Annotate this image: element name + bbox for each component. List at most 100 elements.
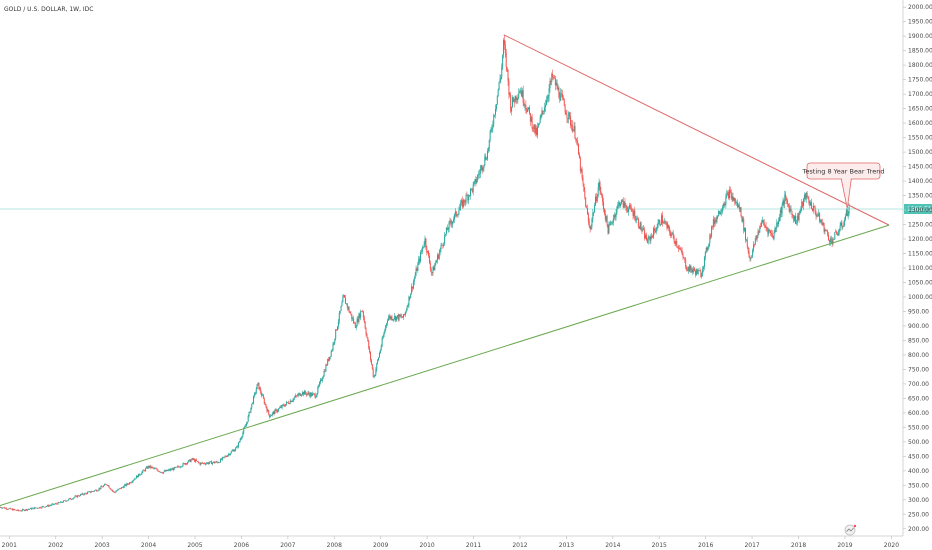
candle-body [5, 507, 7, 510]
candle-body [98, 488, 100, 491]
candle-body [578, 143, 580, 155]
candle-body [697, 270, 699, 274]
candle-body [86, 492, 88, 494]
candle-body [655, 229, 657, 233]
candle-body [53, 504, 55, 505]
chart-title: GOLD / U.S. DOLLAR, 1W, IDC [4, 6, 94, 13]
candle-body [790, 208, 792, 212]
candle-body [138, 473, 140, 476]
candle-body [279, 406, 281, 408]
candle-body [630, 207, 632, 211]
y-tick-label: 2000.00 [908, 4, 932, 11]
candle-body [417, 263, 419, 271]
candle-body [284, 405, 286, 407]
candle-body [58, 502, 60, 503]
candle-body [540, 114, 542, 118]
candle-body [665, 222, 667, 224]
candle-body [639, 222, 641, 229]
candle-body [591, 219, 593, 227]
y-tick-label: 950.00 [908, 308, 929, 315]
candle-body [22, 509, 24, 510]
candle-body [229, 453, 231, 455]
candle-body [573, 126, 575, 130]
candle-body [549, 81, 551, 89]
candle-body [277, 410, 279, 412]
tradingview-logo-icon [844, 524, 857, 536]
candle-body [341, 302, 343, 307]
candle-body [589, 227, 591, 230]
candle-body [636, 218, 638, 221]
candle-body [750, 257, 752, 260]
candle-body [402, 317, 404, 318]
candle-body [678, 248, 680, 250]
candle-body [703, 257, 705, 267]
candle-body [92, 491, 94, 492]
candle-body [595, 196, 597, 202]
candle-body [115, 491, 117, 493]
candle-body [82, 493, 84, 495]
y-tick-label: 900.00 [908, 323, 929, 330]
candle-body [253, 396, 255, 404]
candle-body [712, 219, 714, 228]
candle-body [298, 393, 300, 395]
candle-body [326, 365, 328, 366]
candle-body [708, 243, 710, 248]
candle-body [650, 235, 652, 241]
trendlines-layer [0, 34, 890, 507]
candle-body [475, 179, 477, 184]
candle-body [20, 510, 22, 512]
candle-body [454, 211, 456, 215]
candle-body [807, 197, 809, 200]
candle-body [336, 329, 338, 331]
candle-body [199, 463, 201, 465]
candle-body [53, 503, 55, 505]
candle-body [663, 221, 665, 224]
candle-body [506, 67, 508, 70]
candle-body [240, 438, 242, 440]
candle-body [532, 128, 534, 130]
price-axis: 200.00 250.00 300.00 350.00 400.00 450.00 500.… [903, 4, 932, 533]
candle-body [382, 337, 384, 339]
candle-body [73, 497, 75, 498]
candle-body [286, 401, 288, 405]
candle-body [244, 426, 246, 429]
candle-body [99, 488, 101, 489]
candle-body [486, 159, 488, 160]
x-tick-label: 2016 [698, 542, 713, 549]
candle-body [679, 248, 681, 251]
candle-body [461, 200, 463, 203]
candle-body [762, 220, 764, 223]
candle-body [131, 481, 133, 483]
candle-body [829, 238, 831, 243]
candle-body [36, 507, 38, 509]
candle-body [440, 244, 442, 250]
candle-body [303, 391, 305, 395]
candle-body [265, 404, 267, 408]
y-tick-label: 300.00 [908, 497, 929, 504]
candle-body [140, 474, 142, 475]
candle-body [546, 98, 548, 100]
candle-body [208, 462, 210, 464]
candle-body [483, 164, 485, 168]
candle-body [726, 193, 728, 197]
candle-body [362, 311, 364, 318]
candle-body [704, 251, 706, 258]
candle-body [817, 215, 819, 217]
candle-body [1, 507, 3, 509]
candle-body [418, 258, 420, 264]
candle-body [169, 469, 171, 471]
candle-body [42, 506, 44, 507]
candle-body [160, 471, 162, 473]
candle-body [330, 351, 332, 357]
candle-body [836, 231, 838, 234]
candle-body [786, 200, 788, 204]
candle-body [504, 45, 506, 53]
candle-body [841, 222, 843, 228]
candle-body [278, 407, 280, 409]
candle-body [720, 211, 722, 213]
candle-body [633, 210, 635, 216]
candle-body [375, 369, 377, 375]
candle-body [195, 459, 197, 462]
candle-body [760, 226, 762, 227]
y-tick-label: 1050.00 [908, 279, 932, 286]
